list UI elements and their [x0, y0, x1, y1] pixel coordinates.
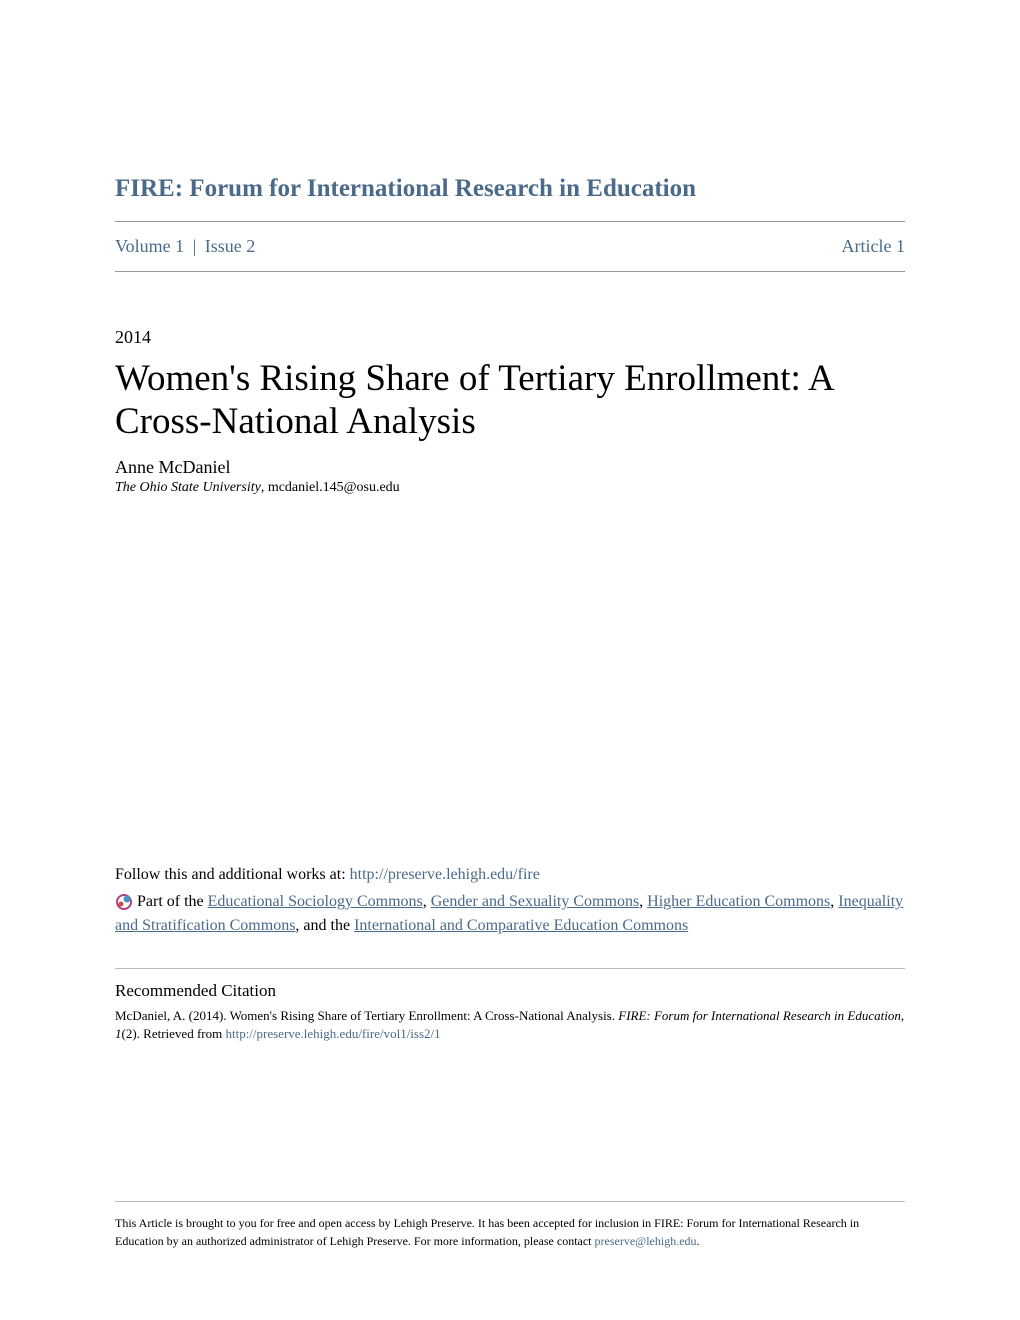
commons-line: Part of the Educational Sociology Common… — [115, 890, 905, 938]
issue-row: Volume 1 | Issue 2 Article 1 — [115, 222, 905, 271]
citation-url-link[interactable]: http://preserve.lehigh.edu/fire/vol1/iss… — [225, 1026, 440, 1041]
footer-text: This Article is brought to you for free … — [115, 1214, 905, 1250]
affiliation-org: The Ohio State University — [115, 480, 261, 495]
commons-sep-4: , and the — [295, 917, 354, 934]
commons-link-5[interactable]: International and Comparative Education … — [354, 917, 688, 934]
footer-part2: . — [697, 1234, 700, 1248]
publication-year: 2014 — [115, 327, 905, 348]
commons-prefix: Part of the — [137, 893, 208, 910]
network-icon[interactable] — [115, 893, 133, 911]
footer-email-link[interactable]: preserve@lehigh.edu — [595, 1234, 697, 1248]
affiliation-email: , mcdaniel.145@osu.edu — [261, 480, 400, 495]
commons-link-1[interactable]: Educational Sociology Commons — [208, 893, 423, 910]
citation-part2: (2). Retrieved from — [122, 1026, 226, 1041]
author-affiliation: The Ohio State University, mcdaniel.145@… — [115, 480, 905, 496]
middle-section: Follow this and additional works at: htt… — [115, 866, 905, 1043]
citation-text: McDaniel, A. (2014). Women's Rising Shar… — [115, 1007, 905, 1043]
commons-link-2[interactable]: Gender and Sexuality Commons — [431, 893, 639, 910]
commons-sep-1: , — [423, 893, 431, 910]
citation-section: Recommended Citation McDaniel, A. (2014)… — [115, 968, 905, 1043]
article-number[interactable]: Article 1 — [842, 236, 905, 257]
commons-link-3[interactable]: Higher Education Commons — [647, 893, 830, 910]
bottom-divider — [115, 271, 905, 272]
citation-heading: Recommended Citation — [115, 981, 905, 1001]
commons-sep-2: , — [639, 893, 647, 910]
footer-part1: This Article is brought to you for free … — [115, 1216, 859, 1248]
issue-separator: | — [193, 236, 197, 256]
article-title: Women's Rising Share of Tertiary Enrollm… — [115, 358, 905, 443]
citation-part1: McDaniel, A. (2014). Women's Rising Shar… — [115, 1008, 618, 1023]
journal-title[interactable]: FIRE: Forum for International Research i… — [115, 175, 905, 203]
follow-prefix: Follow this and additional works at: — [115, 866, 350, 883]
follow-url-link[interactable]: http://preserve.lehigh.edu/fire — [350, 866, 540, 883]
citation-divider — [115, 968, 905, 969]
author-name: Anne McDaniel — [115, 457, 905, 478]
follow-line: Follow this and additional works at: htt… — [115, 866, 905, 884]
volume-issue: Volume 1 | Issue 2 — [115, 236, 255, 257]
issue-link[interactable]: Issue 2 — [205, 236, 256, 256]
volume-link[interactable]: Volume 1 — [115, 236, 184, 256]
footer-section: This Article is brought to you for free … — [115, 1201, 905, 1250]
footer-divider — [115, 1201, 905, 1202]
